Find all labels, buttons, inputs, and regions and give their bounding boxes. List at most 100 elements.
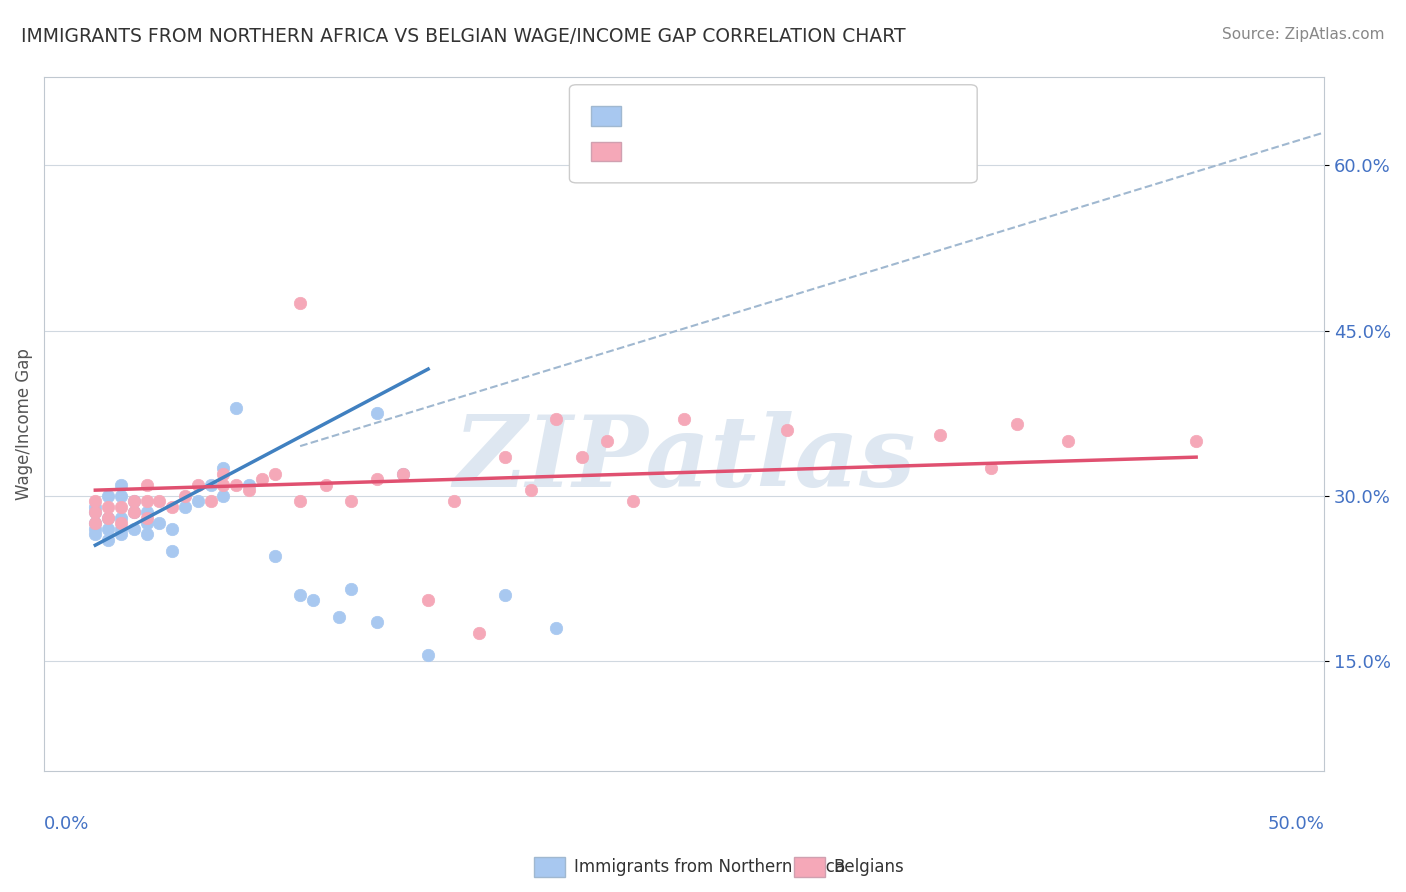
- Point: [366, 472, 388, 486]
- Text: Immigrants from Northern Africa: Immigrants from Northern Africa: [574, 858, 845, 876]
- Point: [148, 516, 170, 531]
- Point: [416, 593, 439, 607]
- Point: [84, 516, 107, 531]
- Point: [110, 489, 132, 503]
- Point: [212, 467, 235, 481]
- Point: [775, 423, 797, 437]
- Point: [135, 505, 157, 519]
- Point: [84, 516, 107, 531]
- Y-axis label: Wage/Income Gap: Wage/Income Gap: [15, 348, 32, 500]
- Point: [546, 621, 568, 635]
- Point: [929, 428, 952, 442]
- Point: [135, 510, 157, 524]
- Point: [288, 494, 311, 508]
- Point: [494, 450, 516, 464]
- Point: [97, 533, 120, 547]
- Point: [494, 588, 516, 602]
- Point: [122, 522, 145, 536]
- Text: N =: N =: [749, 106, 793, 126]
- Point: [97, 510, 120, 524]
- Point: [200, 494, 222, 508]
- Point: [263, 549, 285, 564]
- Point: [621, 494, 644, 508]
- Point: [302, 593, 325, 607]
- Point: [340, 582, 363, 597]
- Text: R =: R =: [633, 142, 675, 161]
- Point: [263, 467, 285, 481]
- Point: [174, 489, 197, 503]
- Text: 45: 45: [792, 142, 817, 161]
- Point: [225, 401, 247, 415]
- Point: [212, 489, 235, 503]
- Point: [416, 648, 439, 663]
- Point: [122, 494, 145, 508]
- Point: [84, 500, 107, 514]
- Text: 50.0%: 50.0%: [1267, 814, 1324, 833]
- Point: [122, 494, 145, 508]
- Point: [160, 522, 183, 536]
- Point: [366, 406, 388, 420]
- Point: [596, 434, 619, 448]
- Point: [110, 527, 132, 541]
- Text: ZIPatlas: ZIPatlas: [453, 410, 915, 507]
- Point: [122, 505, 145, 519]
- Text: R =: R =: [633, 106, 675, 126]
- Text: 0.331: 0.331: [679, 106, 735, 126]
- Point: [238, 483, 260, 497]
- Point: [546, 411, 568, 425]
- Text: Belgians: Belgians: [834, 858, 904, 876]
- Point: [225, 477, 247, 491]
- Text: 0.068: 0.068: [679, 142, 734, 161]
- Point: [288, 588, 311, 602]
- Point: [84, 522, 107, 536]
- Point: [443, 494, 465, 508]
- Point: [315, 477, 337, 491]
- Point: [110, 522, 132, 536]
- Point: [1005, 417, 1028, 431]
- Point: [110, 500, 132, 514]
- Point: [187, 494, 209, 508]
- Point: [110, 477, 132, 491]
- Point: [212, 461, 235, 475]
- Point: [135, 494, 157, 508]
- Text: Source: ZipAtlas.com: Source: ZipAtlas.com: [1222, 27, 1385, 42]
- Point: [84, 505, 107, 519]
- Point: [250, 472, 273, 486]
- Point: [468, 626, 491, 640]
- Point: [110, 510, 132, 524]
- Point: [84, 494, 107, 508]
- Point: [97, 489, 120, 503]
- Point: [980, 461, 1002, 475]
- Point: [1057, 434, 1080, 448]
- Point: [84, 505, 107, 519]
- Point: [212, 477, 235, 491]
- Point: [148, 494, 170, 508]
- Point: [135, 516, 157, 531]
- Point: [110, 516, 132, 531]
- Point: [1185, 434, 1208, 448]
- Point: [340, 494, 363, 508]
- Point: [519, 483, 541, 497]
- Point: [135, 527, 157, 541]
- Point: [391, 467, 413, 481]
- Point: [160, 543, 183, 558]
- Point: [97, 500, 120, 514]
- Text: 41: 41: [792, 106, 817, 126]
- Point: [200, 477, 222, 491]
- Text: IMMIGRANTS FROM NORTHERN AFRICA VS BELGIAN WAGE/INCOME GAP CORRELATION CHART: IMMIGRANTS FROM NORTHERN AFRICA VS BELGI…: [21, 27, 905, 45]
- Point: [391, 467, 413, 481]
- Text: 0.0%: 0.0%: [44, 814, 90, 833]
- Point: [571, 450, 593, 464]
- Point: [97, 522, 120, 536]
- Point: [366, 615, 388, 630]
- Point: [238, 477, 260, 491]
- Point: [122, 505, 145, 519]
- Text: N =: N =: [749, 142, 793, 161]
- Point: [673, 411, 696, 425]
- Point: [135, 477, 157, 491]
- Point: [97, 510, 120, 524]
- Point: [84, 527, 107, 541]
- Point: [328, 609, 350, 624]
- Point: [174, 500, 197, 514]
- Point: [160, 500, 183, 514]
